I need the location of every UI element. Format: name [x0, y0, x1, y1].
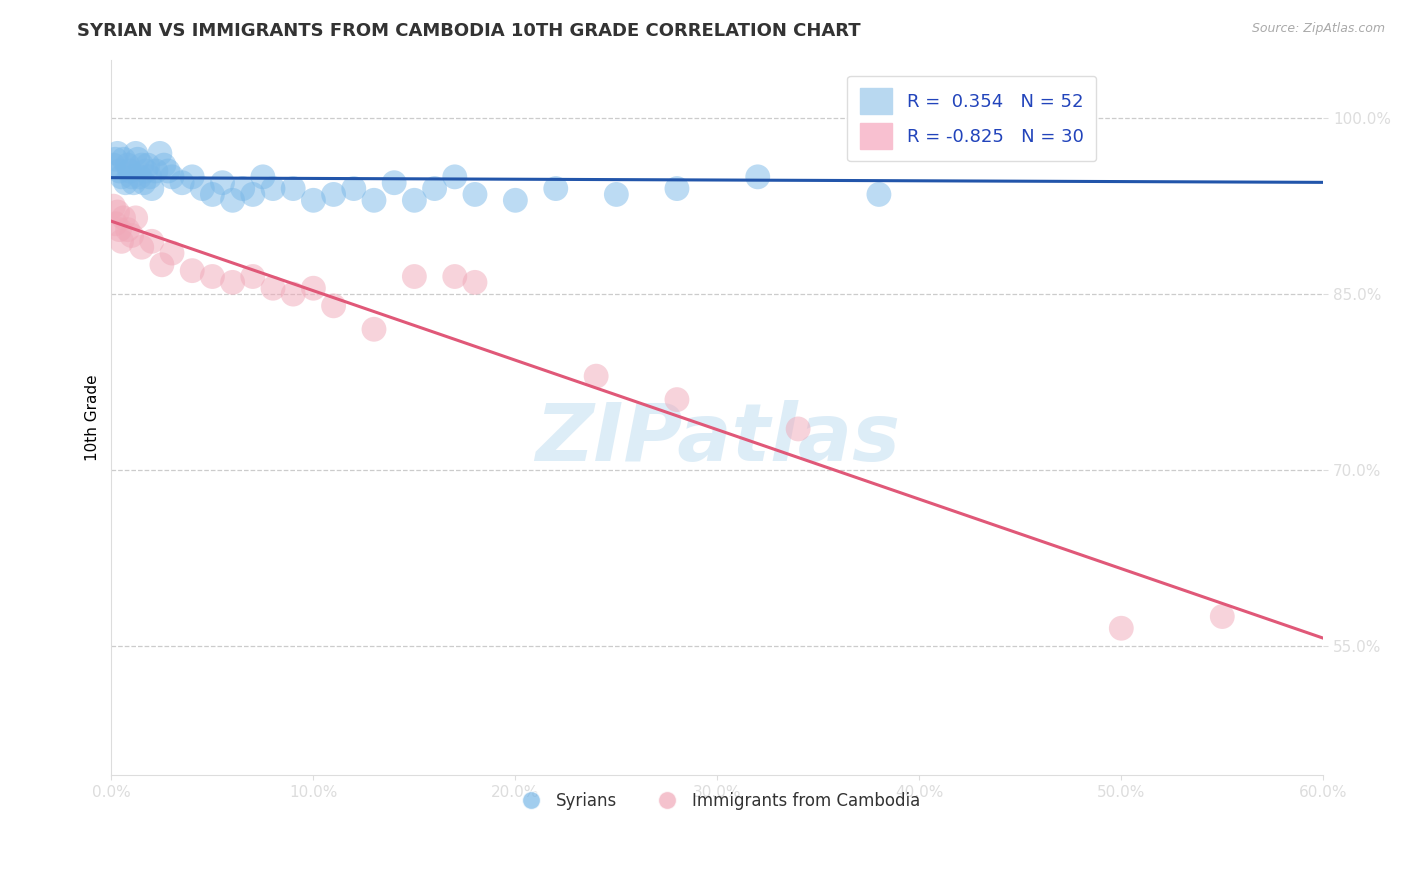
Point: [787, 422, 810, 436]
Point: [221, 276, 243, 290]
Point: [110, 169, 132, 184]
Point: [404, 194, 426, 208]
Point: [232, 181, 254, 195]
Point: [1111, 621, 1133, 635]
Point: [112, 211, 135, 225]
Point: [404, 269, 426, 284]
Point: [141, 235, 163, 249]
Point: [665, 392, 688, 407]
Point: [107, 146, 129, 161]
Point: [211, 176, 233, 190]
Point: [302, 194, 325, 208]
Point: [1211, 609, 1233, 624]
Point: [322, 299, 344, 313]
Point: [108, 222, 131, 236]
Point: [665, 181, 688, 195]
Text: Source: ZipAtlas.com: Source: ZipAtlas.com: [1251, 22, 1385, 36]
Point: [505, 194, 527, 208]
Point: [262, 281, 284, 295]
Point: [145, 164, 167, 178]
Point: [103, 199, 125, 213]
Point: [322, 187, 344, 202]
Point: [343, 181, 366, 195]
Point: [104, 153, 127, 167]
Point: [150, 258, 173, 272]
Point: [382, 176, 405, 190]
Point: [108, 164, 131, 178]
Point: [127, 153, 149, 167]
Point: [132, 176, 155, 190]
Point: [135, 164, 157, 178]
Point: [156, 164, 179, 178]
Point: [181, 169, 204, 184]
Point: [117, 158, 139, 172]
Point: [124, 211, 146, 225]
Point: [107, 205, 129, 219]
Point: [114, 176, 136, 190]
Point: [868, 187, 890, 202]
Text: SYRIAN VS IMMIGRANTS FROM CAMBODIA 10TH GRADE CORRELATION CHART: SYRIAN VS IMMIGRANTS FROM CAMBODIA 10TH …: [77, 22, 860, 40]
Point: [221, 194, 243, 208]
Point: [544, 181, 567, 195]
Point: [464, 187, 486, 202]
Point: [141, 181, 163, 195]
Point: [153, 158, 176, 172]
Point: [160, 169, 183, 184]
Point: [201, 269, 224, 284]
Point: [117, 222, 139, 236]
Point: [363, 322, 385, 336]
Point: [112, 153, 135, 167]
Point: [464, 276, 486, 290]
Point: [585, 369, 607, 384]
Y-axis label: 10th Grade: 10th Grade: [86, 374, 100, 460]
Point: [128, 169, 150, 184]
Point: [443, 269, 465, 284]
Point: [363, 194, 385, 208]
Point: [139, 169, 162, 184]
Point: [283, 181, 305, 195]
Point: [242, 187, 264, 202]
Point: [443, 169, 465, 184]
Point: [283, 287, 305, 301]
Point: [104, 217, 127, 231]
Point: [103, 158, 125, 172]
Point: [181, 263, 204, 277]
Point: [201, 187, 224, 202]
Text: ZIPatlas: ZIPatlas: [534, 400, 900, 477]
Point: [605, 187, 627, 202]
Point: [252, 169, 274, 184]
Point: [149, 146, 172, 161]
Point: [118, 164, 141, 178]
Legend: Syrians, Immigrants from Cambodia: Syrians, Immigrants from Cambodia: [508, 785, 927, 816]
Point: [242, 269, 264, 284]
Point: [131, 240, 153, 254]
Point: [121, 169, 143, 184]
Point: [302, 281, 325, 295]
Point: [423, 181, 446, 195]
Point: [136, 158, 159, 172]
Point: [172, 176, 194, 190]
Point: [191, 181, 214, 195]
Point: [131, 158, 153, 172]
Point: [124, 146, 146, 161]
Point: [121, 228, 143, 243]
Point: [160, 246, 183, 260]
Point: [1010, 94, 1032, 108]
Point: [262, 181, 284, 195]
Point: [747, 169, 769, 184]
Point: [110, 235, 132, 249]
Point: [122, 176, 145, 190]
